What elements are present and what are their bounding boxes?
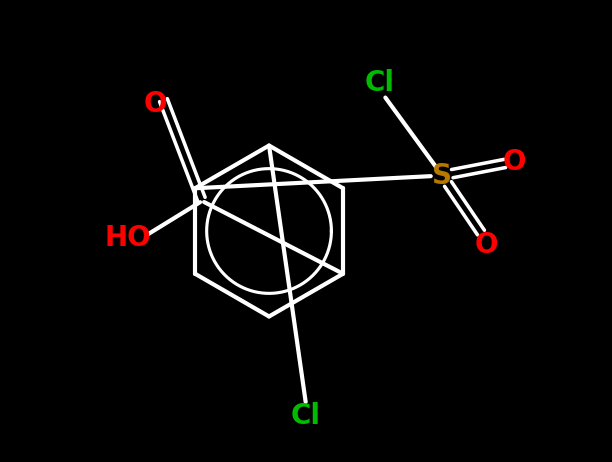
Text: Cl: Cl	[291, 402, 321, 430]
Text: O: O	[474, 231, 498, 259]
Text: Cl: Cl	[365, 69, 395, 97]
Text: HO: HO	[105, 224, 151, 252]
Text: O: O	[502, 148, 526, 176]
Text: O: O	[144, 90, 168, 118]
Text: S: S	[432, 162, 452, 189]
